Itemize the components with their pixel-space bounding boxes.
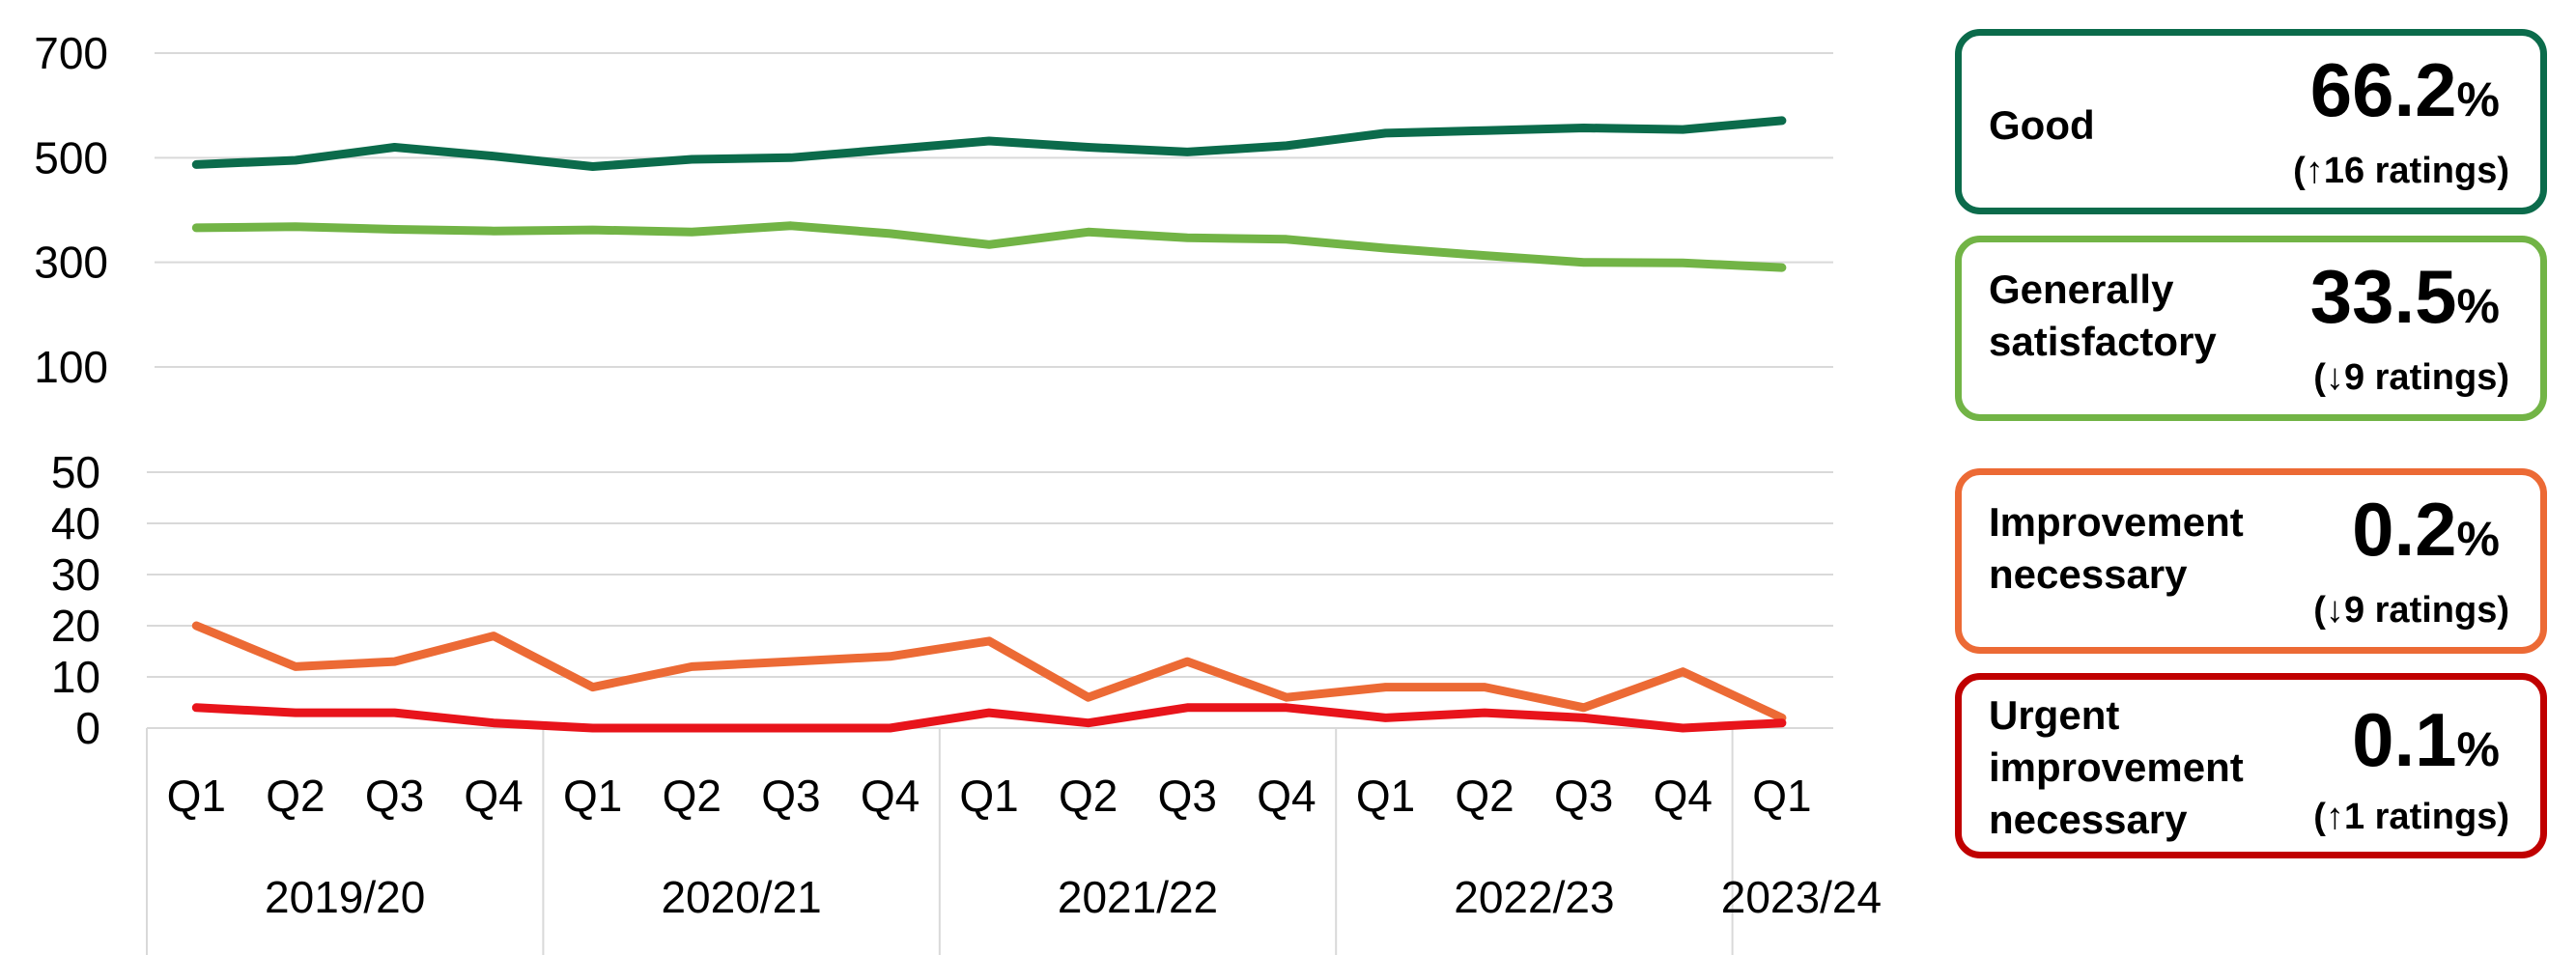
card-change: (↑1 ratings): [2313, 797, 2509, 837]
card-change: (↓9 ratings): [2313, 590, 2509, 631]
x-group-label: 2022/23: [1454, 872, 1614, 922]
x-axis-categories: Q1 Q2 Q3 Q4 Q1 Q2 Q3 Q4 Q1 Q2 Q3 Q4 Q1 Q2 Q3 Q4 Q1 2019/2…: [167, 771, 1882, 922]
card-percent: 0.2%: [2352, 491, 2500, 577]
card-percent-value: 33.5: [2309, 254, 2457, 339]
x-group-label: 2023/24: [1721, 872, 1882, 922]
series-line-urgent-improvement-necessary: [191, 703, 1787, 733]
x-category-label: Q2: [1059, 771, 1118, 821]
card-percent: 33.5%: [2310, 258, 2500, 345]
y-tick-label: 20: [51, 601, 100, 651]
card-percent-value: 66.2: [2309, 47, 2457, 132]
arrow-icon: ↑: [2325, 797, 2344, 837]
y-tick-label: 30: [51, 549, 100, 600]
series-line-improvement-necessary: [191, 621, 1787, 722]
x-group-label: 2021/22: [1058, 872, 1218, 922]
x-category-label: Q2: [266, 771, 325, 821]
summary-card-improvement-necessary: Improvement necessary 0.2% (↓9 ratings): [1955, 468, 2547, 654]
y-tick-label: 700: [34, 28, 108, 78]
summary-card-generally-satisfactory: Generally satisfactory 33.5% (↓9 ratings…: [1955, 236, 2547, 421]
x-category-label: Q4: [1257, 771, 1316, 821]
card-label: Improvement necessary: [1989, 499, 2244, 597]
series-lines: [191, 116, 1787, 733]
card-change: (↓9 ratings): [2313, 357, 2509, 398]
x-category-label: Q3: [365, 771, 424, 821]
card-percent-symbol: %: [2456, 722, 2500, 776]
y-tick-label: 500: [34, 132, 108, 183]
y-tick-label: 100: [34, 342, 108, 392]
card-change-text: 9 ratings: [2343, 357, 2498, 398]
y-tick-label: 40: [51, 498, 100, 548]
series-line-good: [191, 116, 1787, 171]
card-percent-symbol: %: [2456, 72, 2500, 126]
x-category-label: Q1: [1752, 771, 1811, 821]
x-category-label: Q4: [861, 771, 920, 821]
x-category-label: Q3: [1158, 771, 1217, 821]
card-percent: 66.2%: [2310, 51, 2500, 138]
x-group-label: 2019/20: [265, 872, 425, 922]
x-category-label: Q3: [1554, 771, 1613, 821]
x-category-label: Q4: [1654, 771, 1713, 821]
x-category-label: Q1: [167, 771, 226, 821]
card-change-text: 1 ratings: [2343, 797, 2498, 837]
summary-card-urgent-improvement-necessary: Urgent improvement necessary 0.1% (↑1 ra…: [1955, 673, 2547, 858]
card-change-text: 9 ratings: [2343, 590, 2498, 631]
x-category-label: Q2: [663, 771, 722, 821]
y-tick-label: 10: [51, 652, 100, 702]
series-line-generally-satisfactory: [191, 221, 1787, 272]
x-category-label: Q1: [563, 771, 622, 821]
card-percent-symbol: %: [2456, 512, 2500, 566]
x-category-label: Q3: [761, 771, 820, 821]
card-percent: 0.1%: [2352, 701, 2500, 788]
y-tick-label: 300: [34, 238, 108, 288]
y-tick-label: 50: [51, 447, 100, 497]
x-category-label: Q1: [959, 771, 1018, 821]
card-change: (↑16 ratings): [2293, 151, 2509, 191]
x-category-label: Q2: [1455, 771, 1514, 821]
arrow-icon: ↓: [2325, 357, 2344, 398]
card-label: Good: [1989, 102, 2095, 148]
card-percent-symbol: %: [2456, 279, 2500, 333]
x-category-label: Q1: [1356, 771, 1415, 821]
arrow-icon: ↓: [2325, 590, 2344, 631]
card-percent-value: 0.1: [2352, 697, 2457, 782]
x-category-label: Q4: [464, 771, 523, 821]
gridlines: [146, 52, 1833, 955]
y-tick-label: 0: [75, 703, 100, 753]
summary-card-good: Good 66.2% (↑16 ratings): [1955, 29, 2547, 214]
x-group-label: 2020/21: [661, 872, 821, 922]
arrow-icon: ↑: [2305, 151, 2324, 191]
card-label: Generally satisfactory: [1989, 267, 2217, 364]
card-percent-value: 0.2: [2352, 487, 2457, 572]
card-change-text: 16 ratings: [2323, 151, 2498, 191]
card-label: Urgent improvement necessary: [1989, 692, 2244, 842]
